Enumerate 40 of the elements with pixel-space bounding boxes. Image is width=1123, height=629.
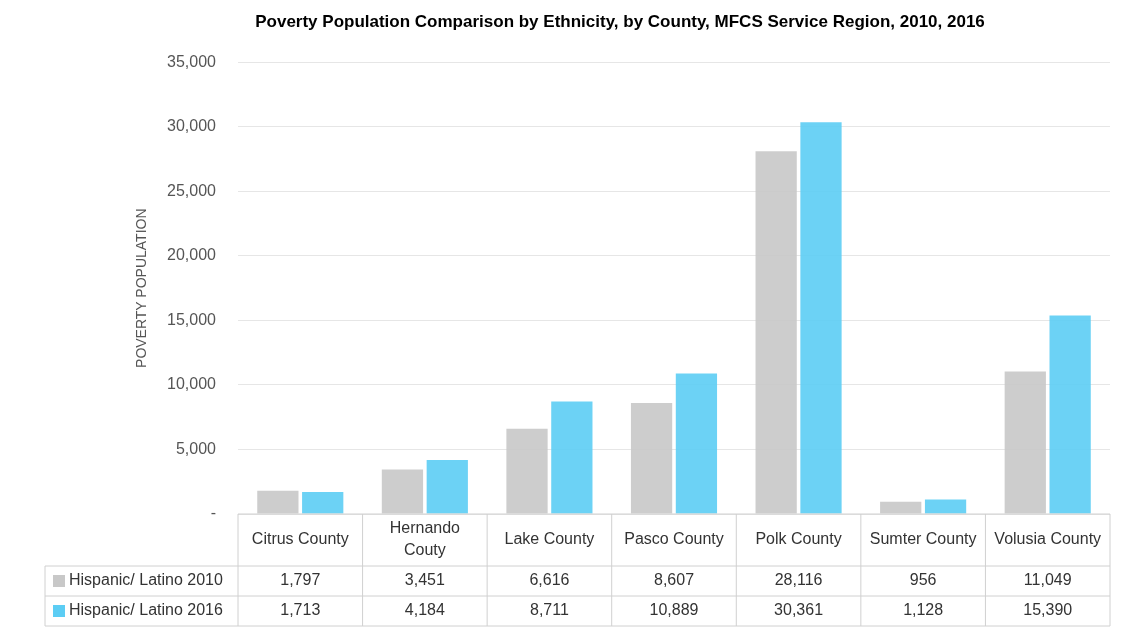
bar (1049, 315, 1091, 514)
bar (551, 401, 593, 514)
y-tick-label: 30,000 (167, 117, 217, 135)
bar (426, 460, 468, 514)
data-label: 4,184 (404, 601, 445, 619)
y-tick-label: 5,000 (175, 439, 217, 457)
y-tick-label: - (210, 504, 216, 522)
data-label: 10,889 (649, 601, 699, 619)
x-tick-label: Sumter County (869, 530, 977, 548)
data-label: 11,049 (1023, 571, 1072, 589)
data-label: 15,390 (1023, 601, 1073, 619)
data-label: 1,713 (280, 601, 321, 619)
data-label: 956 (909, 571, 937, 589)
data-label: 28,116 (774, 571, 823, 589)
data-label: 6,616 (529, 571, 570, 589)
data-label: 8,607 (653, 571, 695, 589)
y-axis-title: POVERTY POPULATION (133, 208, 150, 368)
bar (800, 122, 842, 514)
x-tick-label: Citrus County (251, 530, 349, 548)
legend-label: Hispanic/ Latino 2010 (69, 571, 223, 589)
data-label: 1,797 (280, 571, 321, 589)
y-tick-label: 25,000 (167, 181, 217, 199)
bar (302, 491, 344, 514)
data-label: 1,128 (903, 601, 944, 619)
y-tick-label: 20,000 (167, 246, 217, 264)
y-tick-label: 15,000 (167, 310, 217, 328)
x-tick-label: Pasco County (624, 530, 724, 548)
data-label: 8,711 (530, 601, 569, 619)
x-tick-label: Volusia County (994, 530, 1102, 548)
legend-label: Hispanic/ Latino 2016 (69, 601, 223, 619)
data-label: 30,361 (774, 601, 824, 619)
chart-title: Poverty Population Comparison by Ethnicity, by County, MFCS Service Region, 2010, 2016 (255, 11, 985, 31)
x-tick-label: Polk County (755, 530, 842, 548)
data-label: 3,451 (404, 571, 445, 589)
x-tick-label: Lake County (504, 530, 595, 548)
y-tick-label: 10,000 (167, 375, 217, 393)
bar (675, 373, 718, 514)
x-tick-label: Hernando Couty (389, 519, 461, 559)
bar (924, 499, 967, 514)
y-tick-label: 35,000 (167, 52, 217, 70)
